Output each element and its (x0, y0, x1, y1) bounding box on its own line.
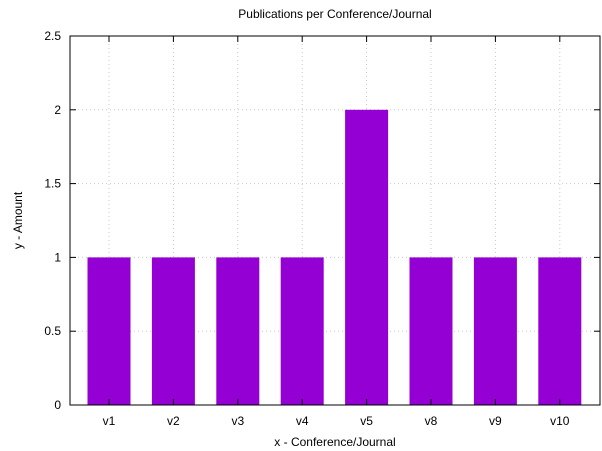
bar-v3 (216, 257, 260, 405)
x-tick-label: v3 (231, 414, 244, 428)
y-tick-label: 1.5 (44, 177, 61, 191)
bar-v4 (280, 257, 324, 405)
bar-v10 (538, 257, 582, 405)
x-tick-label: v9 (489, 414, 502, 428)
bar-v9 (473, 257, 517, 405)
x-tick-label: v4 (296, 414, 309, 428)
y-tick-label: 2.5 (44, 29, 61, 43)
bar-v5 (345, 109, 389, 406)
chart-title: Publications per Conference/Journal (238, 7, 431, 21)
y-tick-label: 0.5 (44, 324, 61, 338)
bars (87, 109, 582, 406)
tick-labels: 0 0.5 1 1.5 2 2.5 v1 v2 v3 v4 v5 v8 v9 v10 (44, 29, 569, 428)
x-axis-label: x - Conference/Journal (274, 435, 395, 449)
bar-v8 (409, 257, 453, 405)
bar-v2 (151, 257, 195, 405)
x-tick-label: v2 (167, 414, 180, 428)
plot-frame (69, 35, 601, 406)
x-tick-label: v5 (360, 414, 373, 428)
y-tick-label: 0 (54, 398, 61, 412)
bar-v1 (87, 257, 131, 405)
y-axis-label: y - Amount (11, 191, 25, 249)
y-tick-label: 1 (54, 250, 61, 264)
x-tick-label: v10 (550, 414, 570, 428)
y-tick-label: 2 (54, 103, 61, 117)
x-tick-label: v8 (425, 414, 438, 428)
x-tick-label: v1 (103, 414, 116, 428)
grid (70, 36, 600, 405)
axis-ticks (70, 35, 600, 406)
